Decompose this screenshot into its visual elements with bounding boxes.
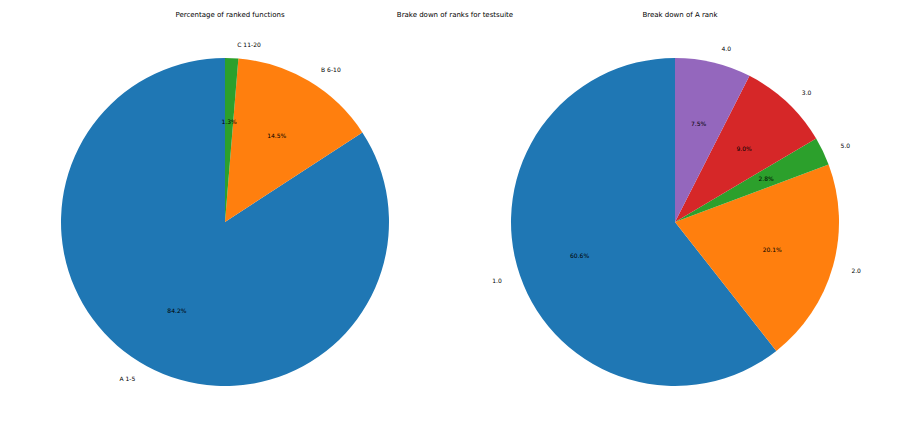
- svg-text:84.2%: 84.2%: [167, 307, 186, 314]
- svg-text:B 6-10: B 6-10: [321, 66, 341, 73]
- svg-text:2.0: 2.0: [851, 267, 861, 274]
- svg-text:1.0: 1.0: [492, 277, 502, 284]
- svg-text:9.0%: 9.0%: [737, 145, 753, 152]
- svg-text:Break down of A rank: Break down of A rank: [642, 11, 718, 19]
- svg-text:5.0: 5.0: [841, 142, 851, 149]
- svg-text:3.0: 3.0: [802, 89, 812, 96]
- svg-text:2.8%: 2.8%: [758, 175, 774, 182]
- svg-text:Brake down of ranks for testsu: Brake down of ranks for testsuite: [397, 11, 513, 19]
- svg-text:Percentage of ranked functions: Percentage of ranked functions: [175, 11, 285, 19]
- svg-text:1.3%: 1.3%: [221, 118, 237, 125]
- svg-text:C 11-20: C 11-20: [237, 41, 261, 48]
- svg-text:20.1%: 20.1%: [763, 246, 782, 253]
- svg-text:60.6%: 60.6%: [570, 252, 589, 259]
- svg-text:A 1-5: A 1-5: [119, 375, 135, 382]
- svg-text:14.5%: 14.5%: [267, 132, 286, 139]
- svg-text:7.5%: 7.5%: [691, 120, 707, 127]
- svg-text:4.0: 4.0: [722, 45, 732, 52]
